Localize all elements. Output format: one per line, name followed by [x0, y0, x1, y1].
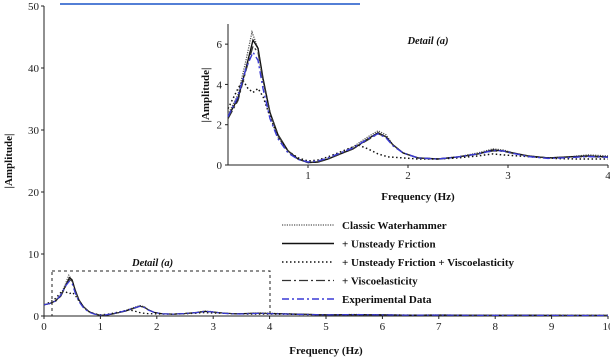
main-y-tick-label: 0	[34, 311, 40, 323]
main-x-ticks: 0 1 2 3 4 5 6 7 8 9 10	[41, 316, 610, 333]
main-y-tick-label: 40	[28, 63, 40, 75]
main-series-lines	[43, 273, 608, 317]
inset-x-tick-label: 3	[505, 170, 511, 182]
main-x-tick-label: 10	[603, 321, 610, 333]
inset-x-ticks: 1 2 3 4	[305, 165, 610, 182]
inset-y-ticks: 0 2 4 6	[217, 39, 228, 172]
inset-title: Detail (a)	[406, 36, 448, 47]
inset-y-tick-label: 2	[217, 120, 223, 132]
legend-label-4: Experimental Data	[342, 294, 432, 306]
main-y-tick-label: 10	[28, 249, 40, 261]
main-x-tick-label: 1	[98, 321, 104, 333]
main-x-tick-label: 4	[267, 321, 273, 333]
main-x-tick-label: 7	[436, 321, 442, 333]
inset-x-tick-label: 1	[305, 170, 311, 182]
inset-background	[196, 20, 608, 188]
main-y-tick-label: 50	[28, 1, 40, 13]
legend-label-3: + Viscoelasticity	[342, 276, 418, 288]
inset-y-tick-label: 6	[217, 39, 223, 51]
main-y-axis-label: |Amplitude|	[3, 134, 15, 189]
main-series-line-2	[43, 289, 608, 317]
main-x-tick-label: 6	[380, 321, 386, 333]
inset-y-tick-label: 0	[217, 160, 223, 172]
main-x-tick-label: 9	[549, 321, 555, 333]
inset-y-axis-label: |Amplitude|	[200, 68, 212, 123]
legend: Classic Waterhammer + Unsteady Friction + …	[282, 220, 515, 306]
detail-region-label: Detail (a)	[131, 258, 173, 269]
inset-plot: 1 2 3 4 0 2 4 6 Detail (a) Frequency (Hz) |Amp…	[196, 20, 610, 203]
main-y-tick-label: 30	[28, 125, 40, 137]
main-series-line-4	[43, 280, 608, 317]
main-y-tick-label: 20	[28, 187, 40, 199]
inset-series-line-4	[227, 50, 609, 163]
inset-series-line-3	[227, 44, 609, 164]
legend-label-1: + Unsteady Friction	[342, 239, 436, 251]
legend-label-2: + Unsteady Friction + Viscoelasticity	[342, 257, 515, 269]
main-x-axis-label: Frequency (Hz)	[289, 345, 363, 357]
main-x-tick-label: 5	[323, 321, 329, 333]
main-x-tick-label: 0	[41, 321, 47, 333]
main-x-tick-label: 3	[210, 321, 216, 333]
legend-label-0: Classic Waterhammer	[342, 220, 447, 232]
detail-region-box	[51, 270, 271, 317]
main-x-tick-label: 2	[154, 321, 160, 333]
main-y-ticks: 0 10 20 30 40 50	[28, 1, 44, 323]
inset-x-axis-label: Frequency (Hz)	[381, 191, 455, 203]
inset-series-lines	[227, 29, 609, 164]
inset-x-tick-label: 2	[405, 170, 411, 182]
inset-y-tick-label: 4	[217, 79, 223, 91]
main-x-tick-label: 8	[492, 321, 498, 333]
inset-x-tick-label: 4	[605, 170, 610, 182]
